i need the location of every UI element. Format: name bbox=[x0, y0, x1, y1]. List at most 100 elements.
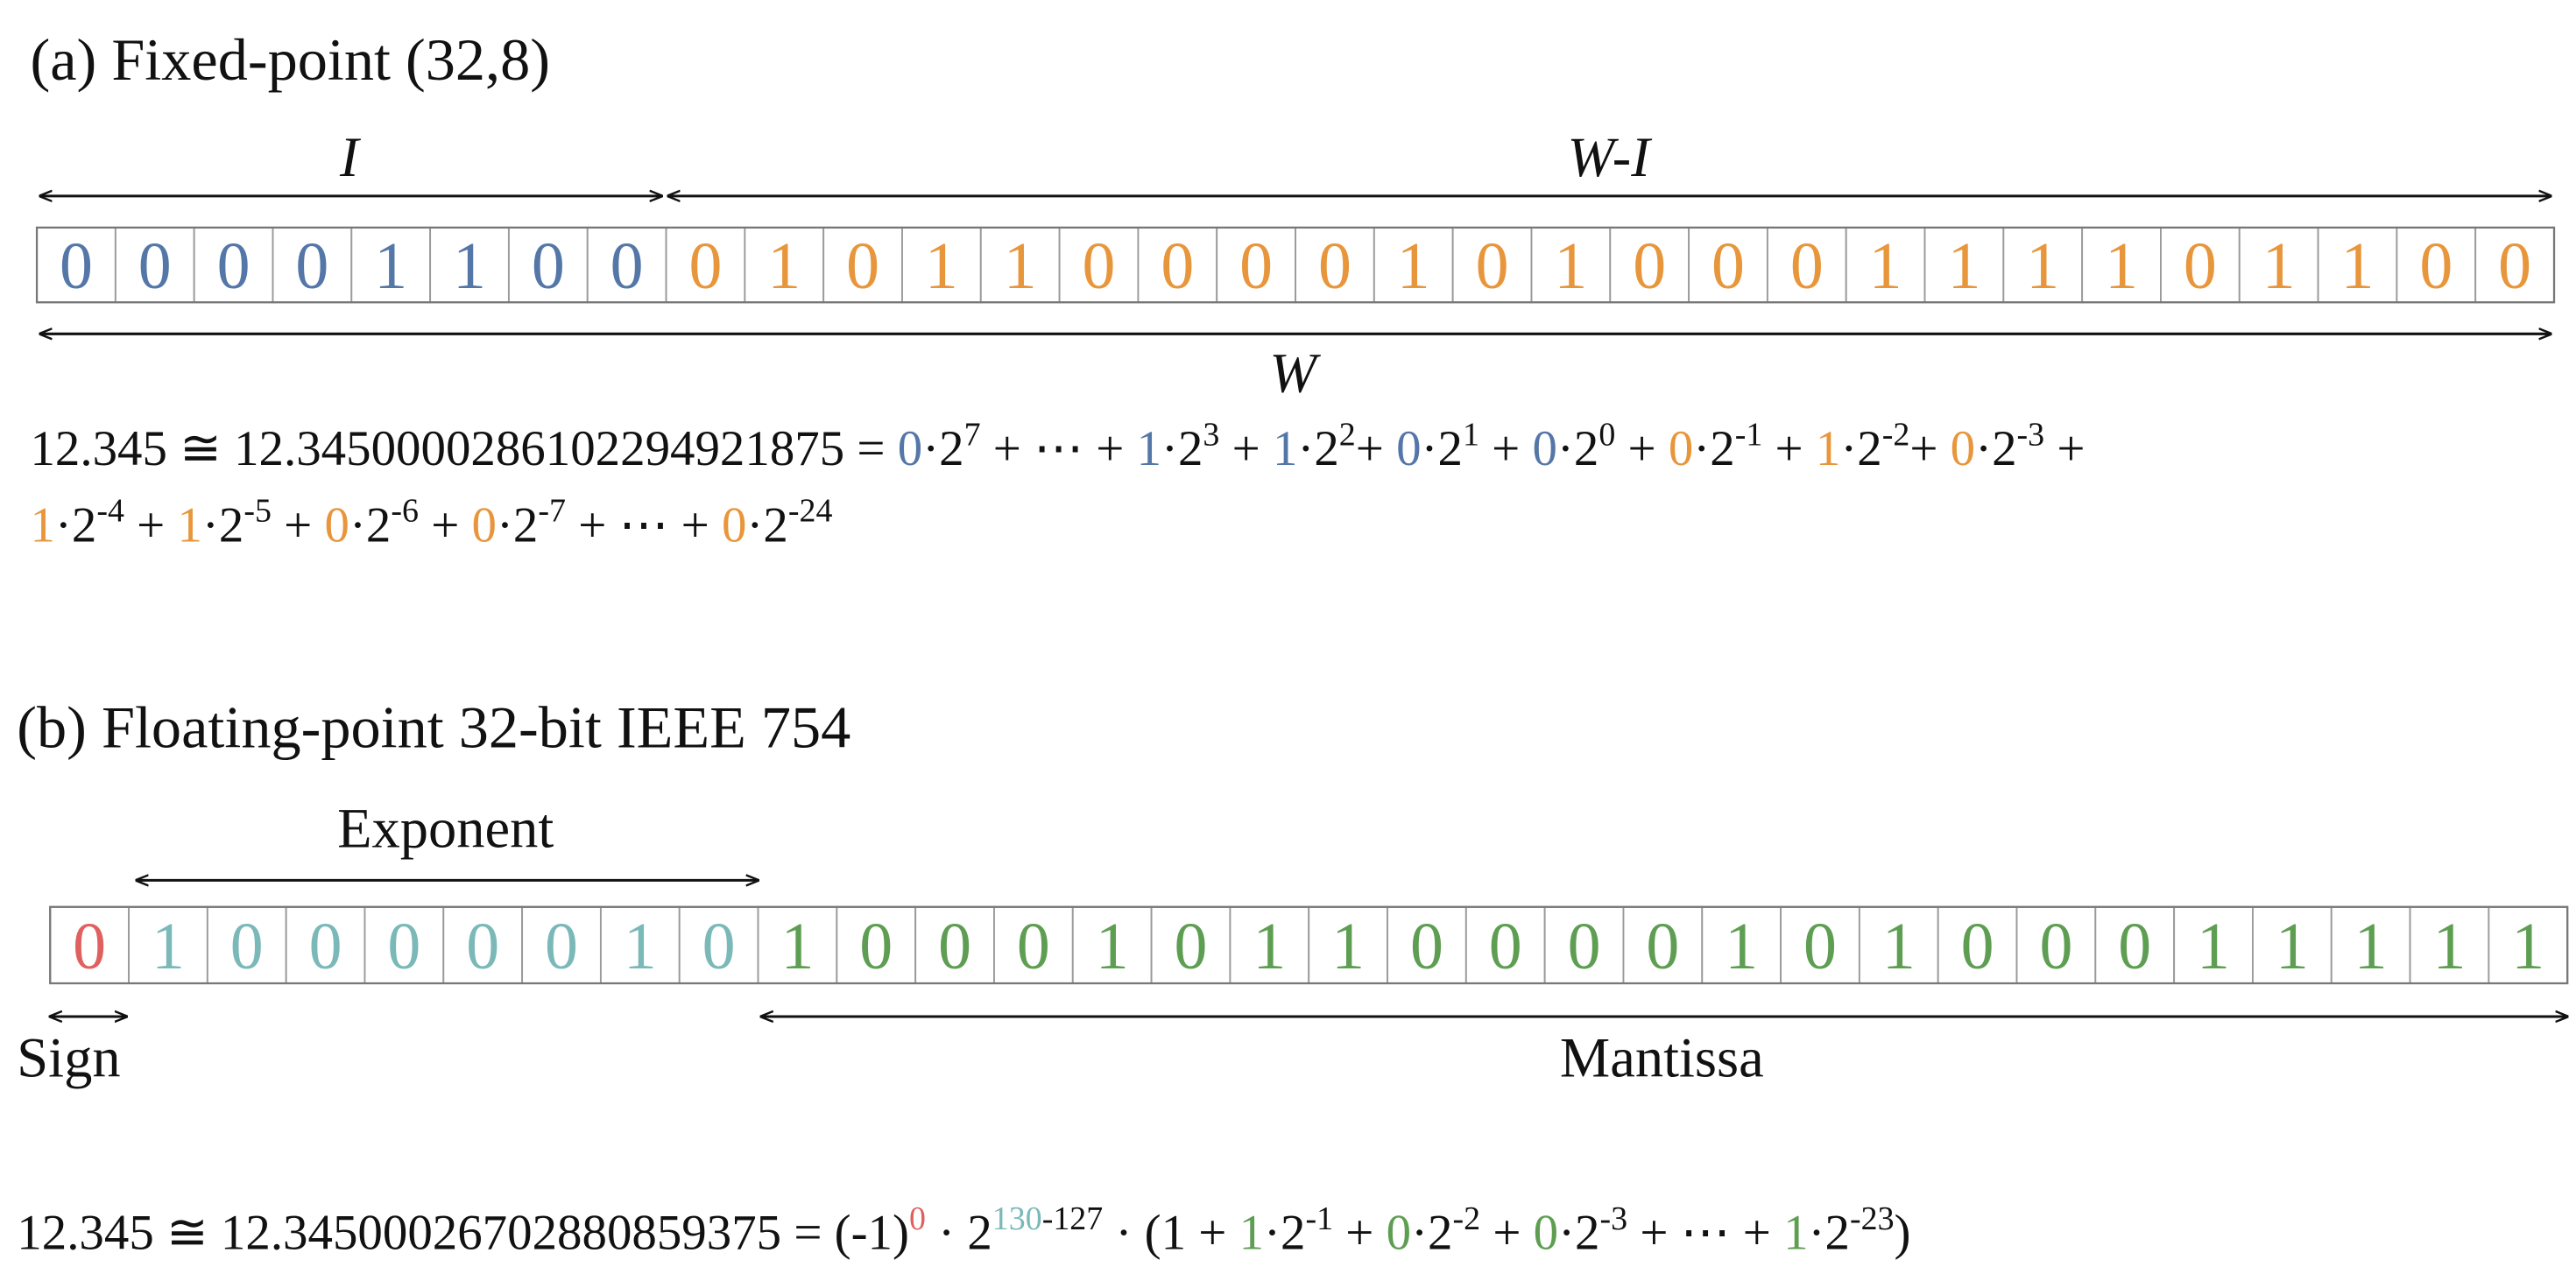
superscript: -5 bbox=[243, 493, 272, 530]
title-a: (a) Fixed-point (32,8) bbox=[30, 26, 550, 93]
equation-term: 0 bbox=[472, 497, 497, 553]
bit-cell bbox=[836, 905, 917, 984]
equation-term: ·2 bbox=[1809, 1206, 1850, 1261]
bit-cell bbox=[442, 905, 524, 984]
equation-term: 12.345 ≅ 12.34500026702880859375 = (-1) bbox=[17, 1206, 909, 1261]
bit: 0 bbox=[1568, 910, 1601, 983]
bit-cell bbox=[350, 226, 432, 304]
bit: 0 bbox=[60, 229, 93, 303]
bit-cell bbox=[2094, 905, 2176, 984]
equation-term: + bbox=[1356, 421, 1396, 476]
bit-cell bbox=[1295, 226, 1375, 304]
bit: 0 bbox=[610, 229, 644, 303]
bit: 1 bbox=[1253, 910, 1286, 983]
bit-cell bbox=[2330, 905, 2411, 984]
bit: 1 bbox=[374, 229, 407, 303]
bit-cell bbox=[1622, 905, 1704, 984]
superscript: 2 bbox=[1339, 416, 1356, 453]
bit-cell bbox=[979, 226, 1061, 304]
equation-term: + bbox=[1219, 421, 1273, 476]
bit: 1 bbox=[2433, 910, 2467, 983]
bit: 1 bbox=[2354, 910, 2388, 983]
equation-term: + bbox=[419, 497, 472, 553]
bit: 0 bbox=[1711, 229, 1745, 303]
equation-term: ·2 bbox=[1264, 1206, 1305, 1261]
bit-cell bbox=[2488, 905, 2569, 984]
bit: 0 bbox=[1961, 910, 1994, 983]
bit: 0 bbox=[1476, 229, 1509, 303]
bit: 0 bbox=[73, 910, 106, 983]
bit: 0 bbox=[545, 910, 578, 983]
equation-term: 0 bbox=[722, 497, 746, 553]
superscript: -7 bbox=[538, 493, 566, 530]
equation-term: + bbox=[1909, 421, 1950, 476]
equation-line: 12.345 ≅ 12.34500026702880859375 = (-1)0… bbox=[17, 1200, 1910, 1261]
equation-term: ·2 bbox=[1411, 1206, 1452, 1261]
equation-term: + bbox=[1333, 1206, 1387, 1261]
bit: 0 bbox=[309, 910, 342, 983]
bit: 1 bbox=[453, 229, 486, 303]
bit: 0 bbox=[2184, 229, 2217, 303]
superscript: -24 bbox=[788, 493, 833, 530]
equation-term: + ⋯ + bbox=[981, 421, 1137, 476]
bit: 1 bbox=[1397, 229, 1430, 303]
superscript: 0 bbox=[1599, 416, 1615, 453]
superscript: -1 bbox=[1735, 416, 1763, 453]
equation-term: 0 bbox=[898, 421, 922, 476]
equation-term: ·2 bbox=[202, 497, 243, 553]
bit-cell bbox=[1308, 905, 1388, 984]
bit: 0 bbox=[466, 910, 499, 983]
equation-term: + bbox=[1762, 421, 1816, 476]
bit: 0 bbox=[1318, 229, 1352, 303]
bit-cell bbox=[2160, 226, 2241, 304]
bit: 0 bbox=[1646, 910, 1679, 983]
bit: 0 bbox=[1489, 910, 1522, 983]
bit-cell bbox=[1058, 226, 1140, 304]
title-b: (b) Floating-point 32-bit IEEE 754 bbox=[17, 694, 850, 761]
sign-label: Sign bbox=[17, 1026, 120, 1088]
bit-cell bbox=[1464, 905, 1546, 984]
equation-term: ·2 bbox=[1558, 1206, 1599, 1261]
equation-term: + bbox=[272, 497, 325, 553]
bit: 1 bbox=[1947, 229, 1980, 303]
equation-term: + bbox=[1480, 1206, 1534, 1261]
equation-term: + bbox=[2044, 421, 2085, 476]
equation-term: + bbox=[1479, 421, 1533, 476]
superscript: 3 bbox=[1203, 416, 1219, 453]
superscript: -3 bbox=[2017, 416, 2045, 453]
superscript: 130 bbox=[992, 1200, 1042, 1237]
superscript: -1 bbox=[1305, 1200, 1333, 1237]
bit: 0 bbox=[217, 229, 251, 303]
equation-line: 12.345 ≅ 12.3450000286102294921875 = 0·2… bbox=[30, 416, 2085, 476]
bit: 0 bbox=[1410, 910, 1443, 983]
bit: 1 bbox=[1331, 910, 1365, 983]
equation-term: 0 bbox=[325, 497, 349, 553]
bit: 0 bbox=[2498, 229, 2531, 303]
superscript: -127 bbox=[1042, 1200, 1104, 1237]
bit: 0 bbox=[1161, 229, 1194, 303]
bit: 0 bbox=[1790, 229, 1824, 303]
bit-cell bbox=[1150, 905, 1232, 984]
bit: 0 bbox=[859, 910, 893, 983]
superscript: 0 bbox=[909, 1200, 926, 1237]
bit-cell bbox=[2317, 226, 2398, 304]
bit: 1 bbox=[1882, 910, 1916, 983]
equation-term: ·2 bbox=[55, 497, 96, 553]
bit: 1 bbox=[1869, 229, 1902, 303]
bit: 0 bbox=[1017, 910, 1050, 983]
equation-term: ·2 bbox=[497, 497, 538, 553]
bit: 1 bbox=[152, 910, 185, 983]
bit: 0 bbox=[532, 229, 565, 303]
bit-cell bbox=[2002, 226, 2084, 304]
equation-term: 1 bbox=[1273, 421, 1297, 476]
equation-term: ·2 bbox=[1161, 421, 1203, 476]
equation-term: ·2 bbox=[1297, 421, 1338, 476]
bit: 0 bbox=[1633, 229, 1666, 303]
bit: 1 bbox=[2262, 229, 2296, 303]
equation-line: 1·2-4 + 1·2-5 + 0·2-6 + 0·2-7 + ⋯ + 0·2-… bbox=[30, 493, 832, 553]
equation-term: ) bbox=[1895, 1206, 1911, 1261]
equation-term: + bbox=[124, 497, 178, 553]
bit: 1 bbox=[1554, 229, 1587, 303]
bit-cell bbox=[507, 226, 589, 304]
